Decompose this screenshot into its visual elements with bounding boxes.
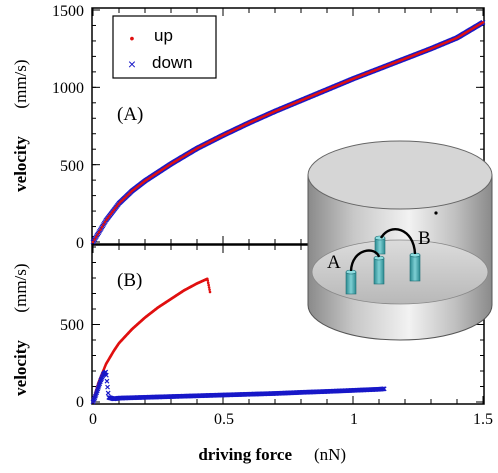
inset-label-a: A — [327, 252, 341, 273]
panel-b-xtick-label: 1 — [350, 411, 358, 428]
data-point-up — [114, 206, 117, 210]
legend-box — [112, 15, 217, 79]
data-point-up — [91, 240, 95, 244]
data-point-up — [481, 21, 485, 24]
data-point-down — [105, 390, 111, 396]
data-point-down — [103, 372, 109, 378]
particle-dot — [434, 211, 438, 215]
data-point-down — [381, 386, 387, 392]
panel-b-xtick-label: 0 — [89, 411, 97, 428]
panel-a-ylabel-unit: (mm/s) — [11, 59, 30, 108]
data-point-up — [206, 281, 210, 285]
data-point-up — [115, 204, 119, 208]
legend-marker-up: • — [130, 30, 135, 46]
data-point-up — [103, 220, 107, 224]
post-b — [409, 252, 421, 282]
data-point-up — [207, 286, 211, 289]
data-point-up — [99, 228, 102, 231]
panel-b-ylabel-unit: (mm/s) — [11, 263, 30, 312]
data-point-up — [102, 223, 105, 226]
data-point-up — [208, 290, 212, 294]
data-point-up — [207, 283, 210, 287]
panel-a-frame — [91, 7, 485, 245]
panel-a-label: (A) — [117, 104, 143, 125]
panel-a-series — [90, 19, 486, 245]
data-point-up — [109, 212, 113, 216]
legend-label-up: up — [154, 26, 173, 45]
post-middle-top — [374, 235, 386, 255]
data-point-down — [105, 384, 110, 390]
panel-b-ytick-label: 500 — [60, 317, 84, 334]
inset-illustration: A B — [307, 140, 493, 341]
cylinder-top — [307, 140, 493, 210]
legend: • up × down — [112, 15, 217, 79]
data-point-up — [105, 218, 108, 221]
post-middle-left — [373, 255, 385, 285]
panel-a-ytick-label: 0 — [76, 235, 84, 252]
panel-a-ylabel: velocity — [11, 136, 30, 192]
panel-a-ytick-label: 1500 — [52, 3, 84, 20]
panel-b-label: (B) — [117, 270, 142, 291]
panel-b-ylabel: velocity — [11, 340, 30, 396]
panel-b-xtick-label: 1.5 — [473, 411, 493, 428]
data-point-up — [206, 279, 210, 282]
data-point-up — [100, 225, 104, 229]
panel-b-ytick-label: 0 — [76, 394, 84, 411]
data-point-up — [208, 288, 211, 291]
data-point-down — [104, 378, 110, 384]
xlabel-unit: (nN) — [314, 445, 346, 464]
data-point-up — [94, 235, 98, 239]
post-a — [345, 269, 357, 295]
xlabel: driving force — [198, 445, 292, 464]
arc-a — [349, 249, 381, 272]
data-point-up — [111, 210, 114, 214]
data-point-up — [97, 230, 101, 234]
legend-label-down: down — [152, 53, 193, 72]
data-point-up — [93, 238, 96, 241]
panel-a-ytick-label: 500 — [60, 158, 84, 175]
data-point-up — [108, 214, 111, 218]
data-point-up — [106, 216, 110, 220]
panel-b-series — [90, 277, 387, 405]
panel-b-xtick-label: 0.5 — [214, 411, 234, 428]
panel-a-ytick-label: 1000 — [52, 80, 84, 97]
data-point-up — [112, 208, 116, 212]
data-point-up — [96, 233, 99, 236]
legend-marker-down: × — [128, 56, 136, 72]
inset-label-b: B — [418, 228, 431, 249]
arc-b — [379, 228, 417, 255]
